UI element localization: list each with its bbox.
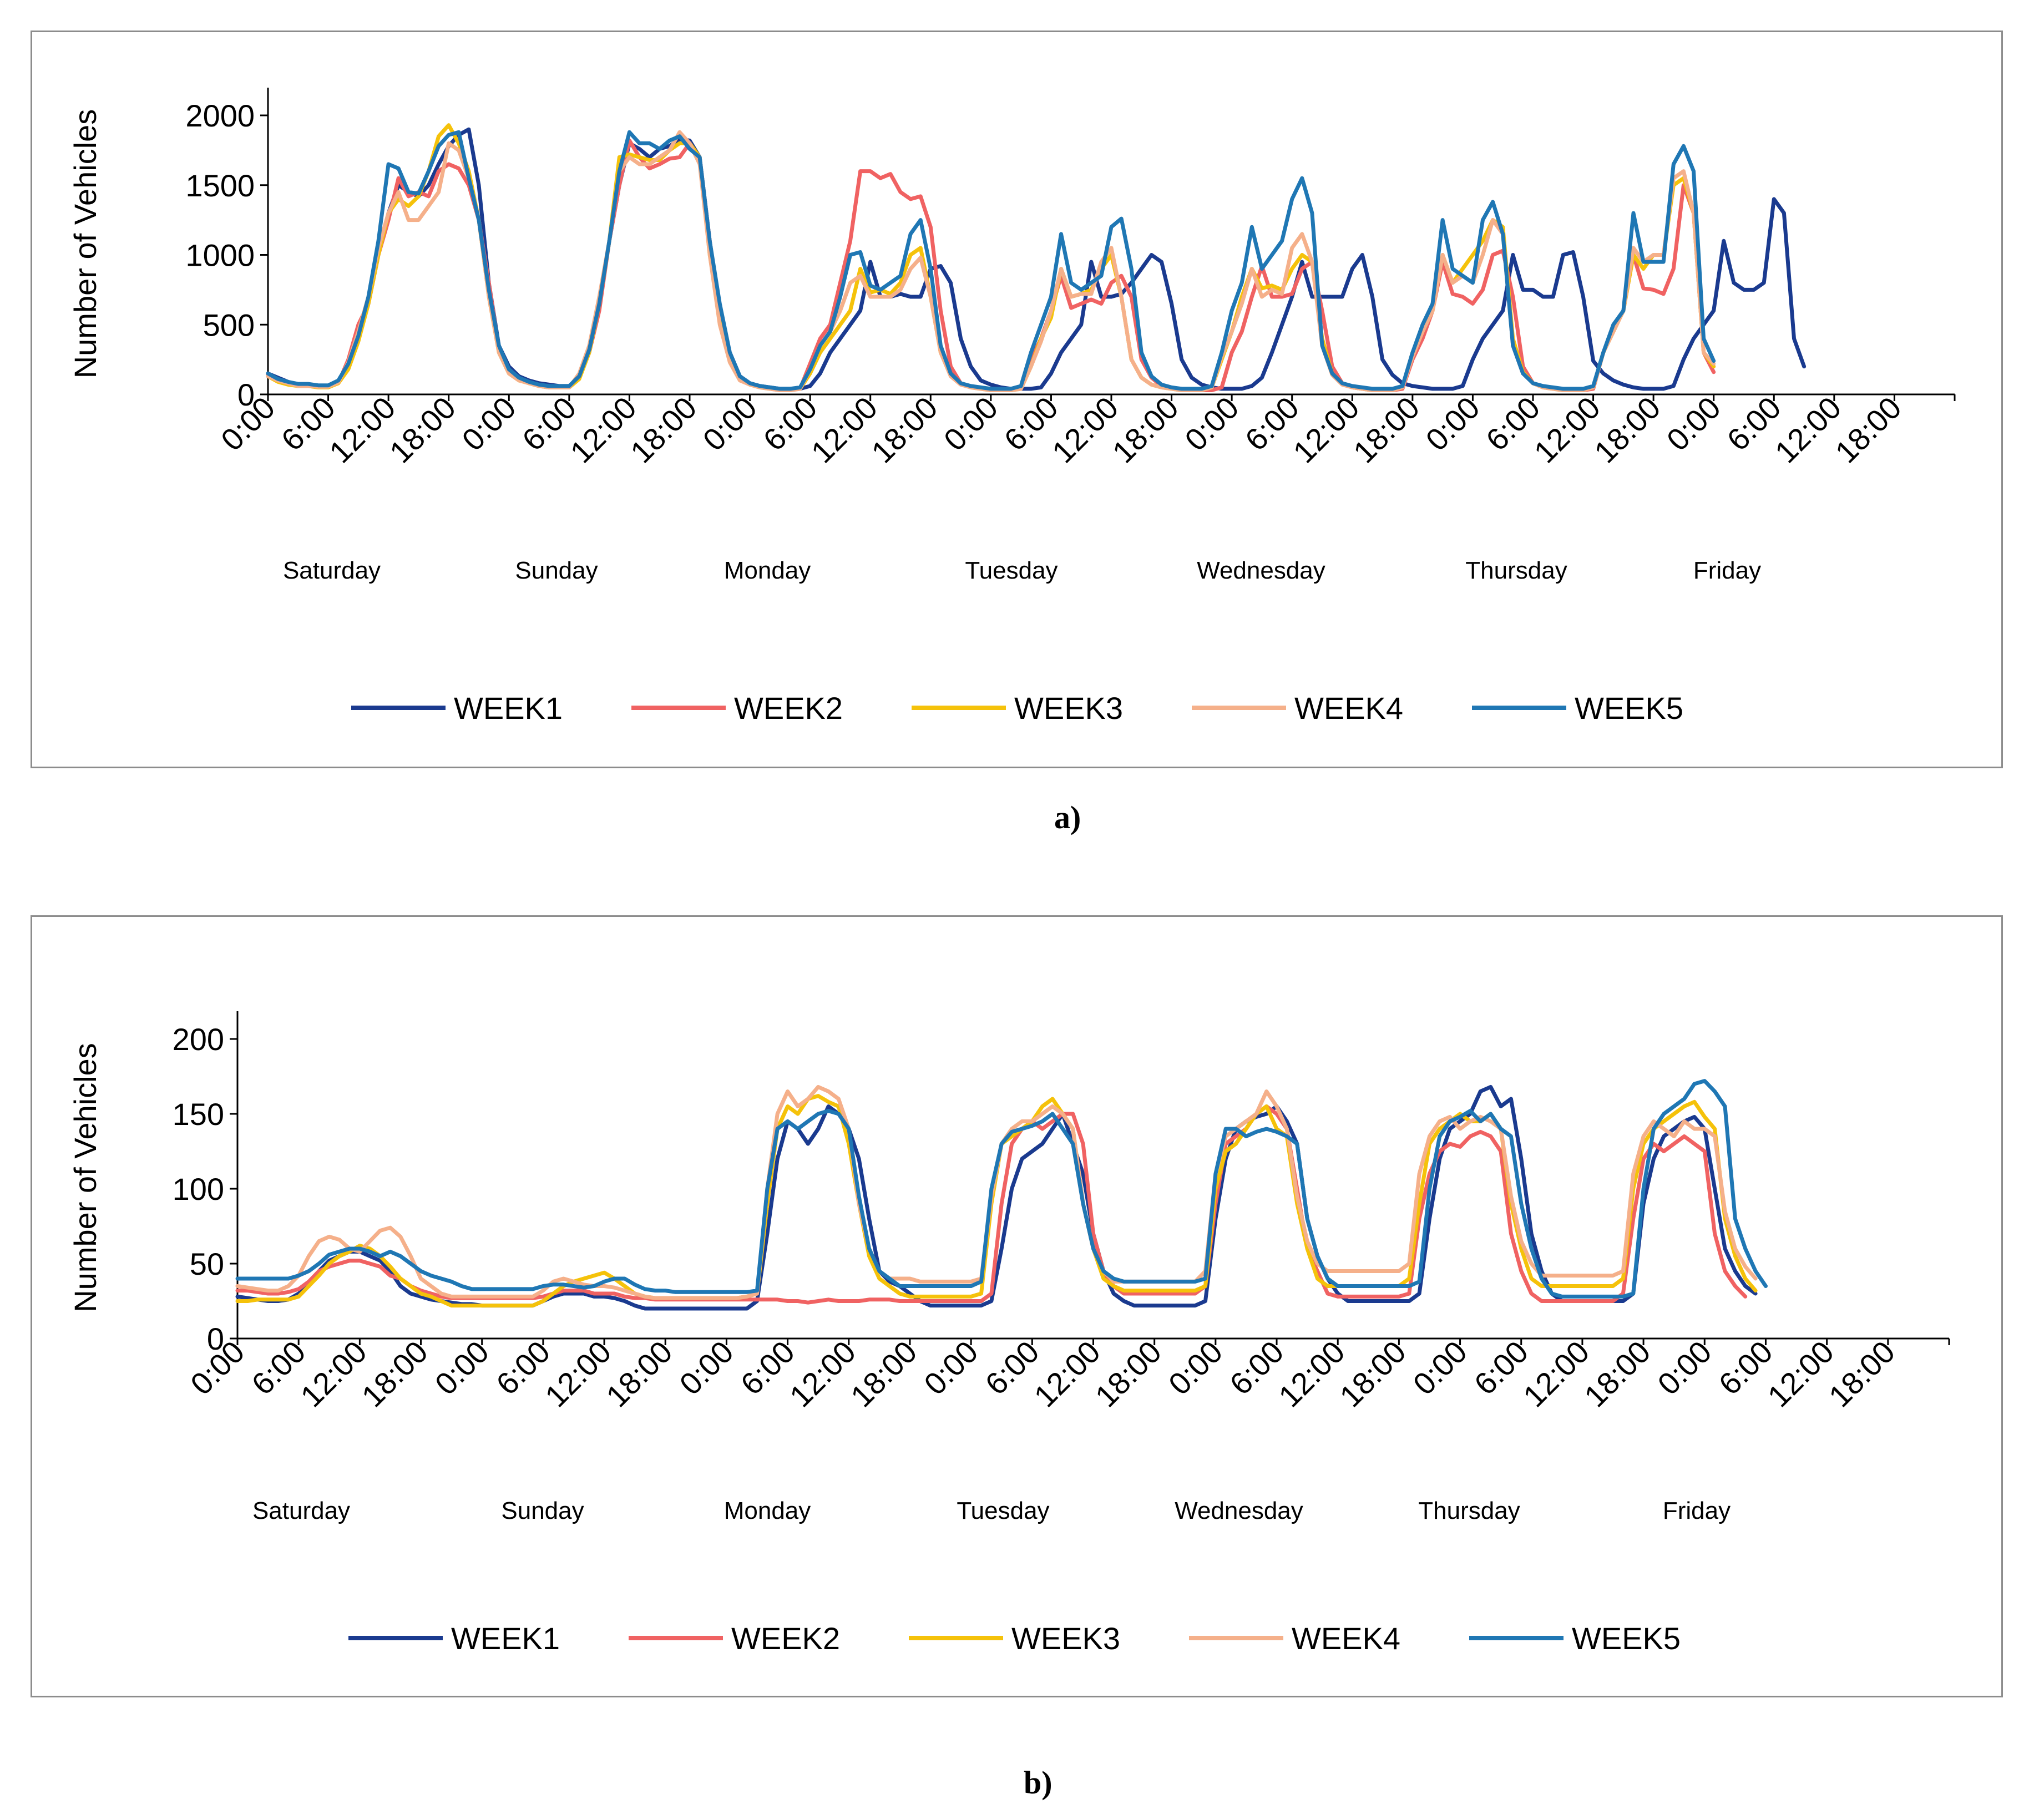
day-label-tuesday: Tuesday: [965, 557, 1058, 584]
x-tick-label: 0:00: [696, 390, 763, 458]
x-tick-label: 12:00: [538, 1334, 618, 1414]
day-label-monday: Monday: [724, 1497, 811, 1524]
x-tick-label: 18:00: [383, 390, 463, 470]
x-tick-label: 12:00: [294, 1334, 373, 1414]
y-tick-label: 200: [173, 1022, 224, 1057]
x-tick-label: 18:00: [864, 390, 944, 470]
x-tick-label: 0:00: [428, 1334, 496, 1402]
x-tick-label: 18:00: [599, 1334, 679, 1414]
legend-label-week1: WEEK1: [451, 1621, 560, 1656]
x-tick-label: 0:00: [1178, 390, 1246, 458]
y-tick-label: 50: [190, 1246, 224, 1281]
x-tick-label: 18:00: [1347, 390, 1426, 470]
legend-label-week3: WEEK3: [1011, 1621, 1120, 1656]
x-tick-label: 18:00: [1333, 1334, 1413, 1414]
legend-label-week2: WEEK2: [731, 1621, 840, 1656]
x-tick-label: 0:00: [1660, 390, 1728, 458]
day-label-friday: Friday: [1663, 1497, 1731, 1524]
figure-caption-a: a): [1054, 799, 1081, 835]
y-tick-label: 2000: [185, 98, 255, 133]
x-tick-label: 12:00: [1527, 390, 1607, 470]
y-axis-title: Number of Vehicles: [68, 109, 103, 379]
x-tick-label: 18:00: [355, 1334, 434, 1414]
x-tick-label: 0:00: [937, 390, 1005, 458]
x-tick-label: 18:00: [624, 390, 704, 470]
x-tick-label: 12:00: [1768, 390, 1848, 470]
x-tick-label: 0:00: [672, 1334, 740, 1402]
legend-label-week3: WEEK3: [1014, 691, 1123, 726]
y-tick-label: 500: [203, 307, 255, 342]
x-tick-label: 18:00: [1577, 1334, 1657, 1414]
day-label-thursday: Thursday: [1418, 1497, 1520, 1524]
x-tick-label: 12:00: [1045, 390, 1125, 470]
figure-caption-b: b): [1024, 1765, 1053, 1801]
day-label-monday: Monday: [724, 557, 811, 584]
x-tick-label: 0:00: [214, 390, 282, 458]
x-tick-label: 12:00: [1516, 1334, 1596, 1414]
day-label-saturday: Saturday: [283, 557, 381, 584]
day-label-wednesday: Wednesday: [1175, 1497, 1303, 1524]
day-label-friday: Friday: [1693, 557, 1761, 584]
series-line-week1: [235, 1084, 1758, 1311]
legend-label-week4: WEEK4: [1294, 691, 1403, 726]
legend-label-week1: WEEK1: [454, 691, 563, 726]
y-tick-label: 0: [237, 377, 255, 412]
legend-label-week5: WEEK5: [1572, 1621, 1681, 1656]
y-tick-label: 0: [207, 1321, 224, 1356]
x-tick-label: 12:00: [1272, 1334, 1352, 1414]
series-line-week5: [266, 130, 1716, 391]
x-tick-label: 12:00: [1286, 390, 1366, 470]
y-tick-label: 1000: [185, 238, 255, 273]
chart-panel-b: 0 50 100 150 200 Number of Vehicles 0:00 6:00 12…: [31, 915, 2003, 1697]
day-label-wednesday: Wednesday: [1197, 557, 1325, 584]
day-label-thursday: Thursday: [1465, 557, 1567, 584]
x-tick-label: 12:00: [783, 1334, 863, 1414]
day-label-sunday: Sunday: [501, 1497, 584, 1524]
y-tick-label: 1500: [185, 168, 255, 203]
x-tick-label: 0:00: [184, 1334, 251, 1402]
x-tick-label: 18:00: [1828, 390, 1908, 470]
chart-panel-a: 0 500 1000 1500 2000 Number of Vehicles 0:00 6:…: [31, 31, 2003, 768]
legend-label-week2: WEEK2: [734, 691, 843, 726]
x-tick-label: 18:00: [1587, 390, 1667, 470]
x-tick-label: 18:00: [1105, 390, 1185, 470]
day-label-tuesday: Tuesday: [957, 1497, 1049, 1524]
x-tick-label: 18:00: [844, 1334, 924, 1414]
x-tick-label: 18:00: [1089, 1334, 1168, 1414]
x-tick-label: 0:00: [1406, 1334, 1474, 1402]
x-tick-label: 12:00: [1760, 1334, 1840, 1414]
y-tick-label: 100: [173, 1172, 224, 1206]
x-tick-label: 12:00: [563, 390, 643, 470]
series-line-week5: [235, 1079, 1768, 1299]
y-tick-label: 150: [173, 1097, 224, 1132]
legend-label-week5: WEEK5: [1575, 691, 1683, 726]
day-label-saturday: Saturday: [252, 1497, 350, 1524]
x-tick-label: 12:00: [322, 390, 402, 470]
x-tick-label: 0:00: [1419, 390, 1486, 458]
x-tick-label: 18:00: [1822, 1334, 1902, 1414]
x-tick-label: 12:00: [1027, 1334, 1107, 1414]
x-tick-label: 0:00: [917, 1334, 985, 1402]
x-tick-label: 12:00: [805, 390, 884, 470]
day-label-sunday: Sunday: [515, 557, 598, 584]
legend-label-week4: WEEK4: [1292, 1621, 1400, 1656]
x-tick-label: 0:00: [455, 390, 523, 458]
x-tick-label: 0:00: [1651, 1334, 1718, 1402]
x-tick-label: 0:00: [1162, 1334, 1229, 1402]
y-axis-title: Number of Vehicles: [68, 1043, 103, 1312]
